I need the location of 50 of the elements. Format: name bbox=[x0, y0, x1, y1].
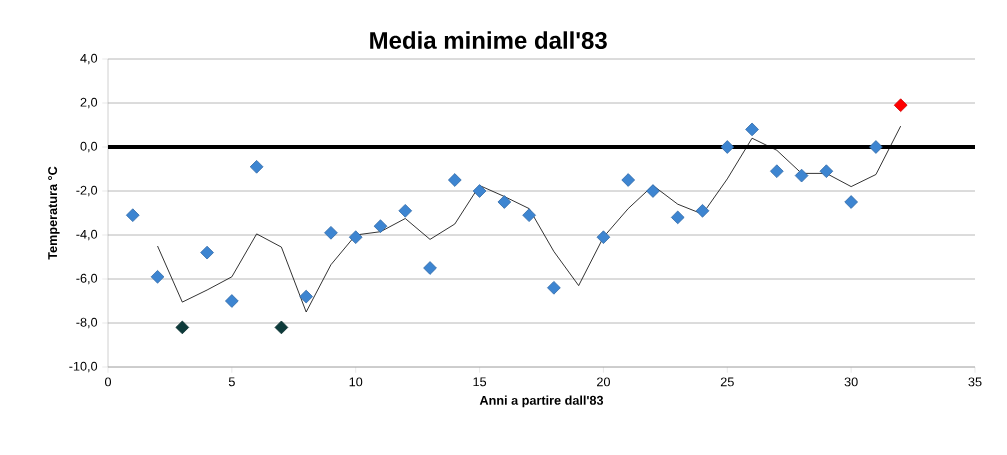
y-tick-label: -6,0 bbox=[76, 273, 98, 285]
point bbox=[274, 320, 289, 335]
x-tick-label: 20 bbox=[597, 377, 610, 387]
point bbox=[398, 203, 413, 218]
x-tick-label: 0 bbox=[104, 377, 112, 387]
point bbox=[324, 225, 338, 240]
chart-title: Media minime dall'83 bbox=[370, 31, 607, 49]
point bbox=[844, 195, 858, 209]
x-axis-title: Anni a partire dall'83 bbox=[479, 395, 604, 408]
point bbox=[670, 210, 685, 225]
y-tick-label: 4,0 bbox=[80, 53, 98, 65]
point bbox=[819, 164, 834, 179]
x-tick-label: 5 bbox=[228, 377, 235, 387]
y-tick-label: 0,0 bbox=[80, 141, 98, 153]
point bbox=[869, 140, 883, 154]
point bbox=[770, 164, 784, 179]
point bbox=[175, 320, 190, 335]
y-tick-label: -2,0 bbox=[76, 185, 98, 197]
x-tick-label: 10 bbox=[349, 377, 363, 387]
x-tick-label: 35 bbox=[968, 377, 982, 387]
point bbox=[621, 173, 636, 187]
x-tick-label: 15 bbox=[473, 377, 487, 387]
x-tick-label: 30 bbox=[844, 377, 858, 387]
point bbox=[893, 98, 908, 113]
point bbox=[794, 168, 809, 183]
point bbox=[125, 208, 140, 223]
y-tick-label: -4,0 bbox=[76, 229, 98, 241]
point bbox=[522, 208, 536, 223]
point bbox=[150, 269, 165, 284]
point bbox=[249, 159, 264, 174]
point bbox=[646, 184, 660, 198]
point bbox=[497, 195, 512, 209]
point bbox=[348, 230, 363, 245]
point bbox=[745, 122, 759, 137]
point bbox=[596, 230, 611, 245]
y-tick-label: -8,0 bbox=[76, 317, 98, 329]
x-tick-label: 25 bbox=[720, 377, 734, 387]
point bbox=[200, 245, 214, 260]
point bbox=[299, 289, 313, 304]
point bbox=[373, 219, 388, 234]
point bbox=[447, 173, 462, 187]
y-tick-label: -10,0 bbox=[69, 361, 98, 373]
point bbox=[225, 294, 239, 308]
y-axis-title: Temperatura °C bbox=[48, 166, 60, 260]
point bbox=[695, 203, 710, 218]
point bbox=[472, 184, 487, 198]
point bbox=[423, 261, 437, 275]
point bbox=[547, 280, 561, 295]
point bbox=[720, 140, 735, 154]
y-tick-label: 2,0 bbox=[80, 97, 98, 109]
